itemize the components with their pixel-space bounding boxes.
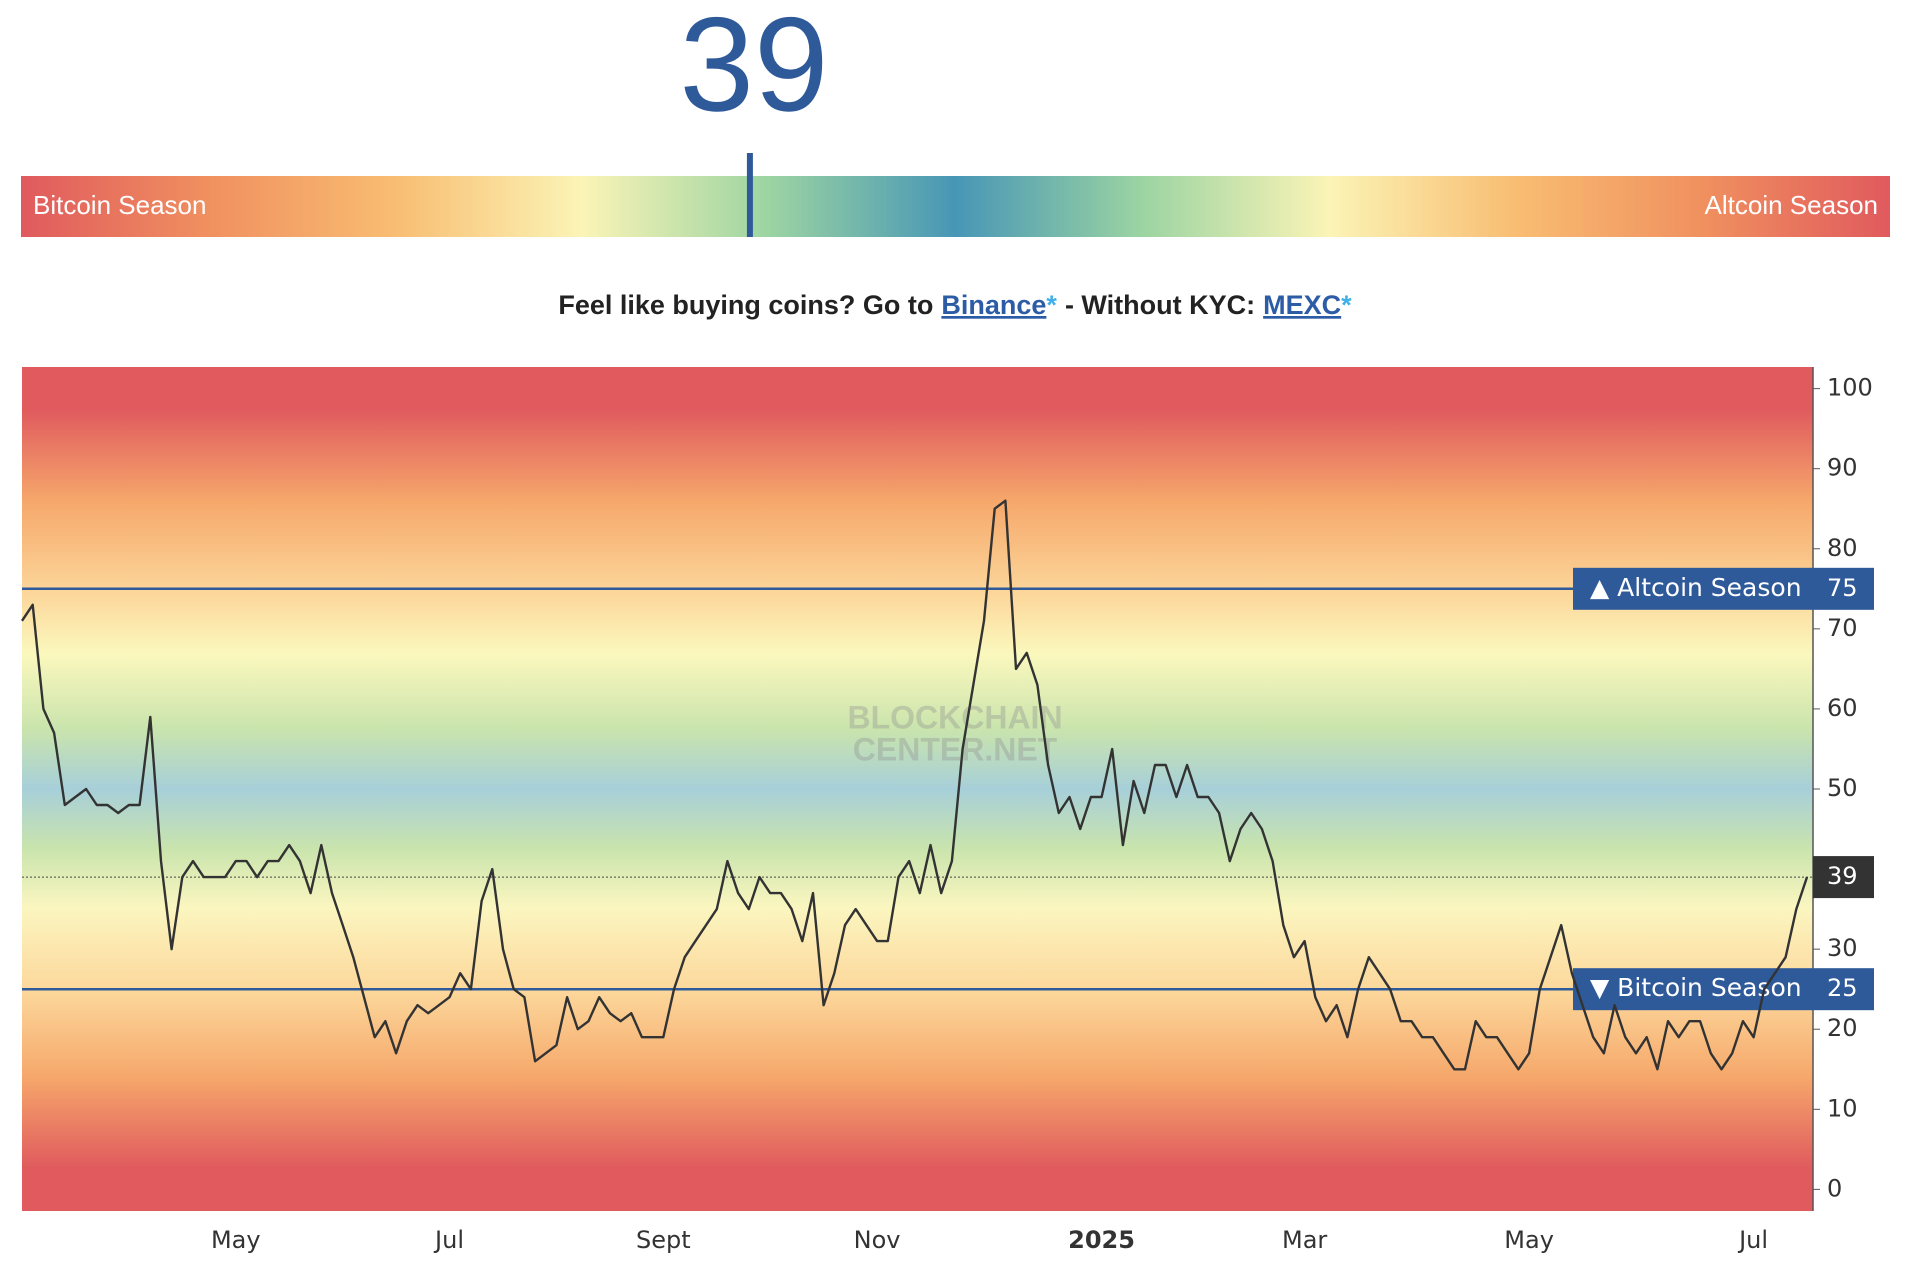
- y-tick-label: 100: [1827, 374, 1873, 402]
- threshold-label: ▼ Bitcoin Season: [1590, 973, 1802, 1002]
- gauge-left-label: Bitcoin Season: [33, 190, 206, 220]
- y-tick-label: 10: [1827, 1094, 1858, 1122]
- threshold-value-badge: [1813, 567, 1874, 610]
- gauge-right-label: Altcoin Season: [1705, 190, 1878, 220]
- x-tick-label: May: [1504, 1226, 1554, 1254]
- asterisk: *: [1341, 290, 1352, 320]
- mexc-link[interactable]: MEXC: [1263, 290, 1341, 320]
- watermark: CENTER.NET: [853, 731, 1058, 767]
- threshold-label: ▲ Altcoin Season: [1590, 573, 1802, 602]
- y-tick-label: 60: [1827, 694, 1858, 722]
- index-line: [21, 499, 1809, 1071]
- x-tick-label: Jul: [433, 1226, 464, 1254]
- season-gauge: [21, 176, 1890, 237]
- x-tick-label: Mar: [1282, 1226, 1327, 1254]
- threshold-badge: [1573, 567, 1813, 610]
- current-badge: [1813, 856, 1874, 899]
- threshold-value: 75: [1827, 574, 1858, 602]
- binance-link[interactable]: Binance: [941, 290, 1046, 320]
- current-value-label: 39: [1827, 862, 1858, 890]
- index-value: 39: [679, 0, 828, 139]
- promo-prefix: Feel like buying coins? Go to: [558, 290, 933, 320]
- y-tick-label: 80: [1827, 534, 1858, 562]
- y-tick-label: 70: [1827, 614, 1858, 642]
- promo-text: Feel like buying coins? Go to Binance* - W…: [558, 290, 1352, 320]
- y-tick-label: 50: [1827, 774, 1858, 802]
- threshold-value: 25: [1827, 974, 1858, 1002]
- watermark: BLOCKCHAIN: [847, 699, 1062, 735]
- gauge-marker: [746, 153, 753, 237]
- x-tick-label: Sept: [636, 1226, 691, 1254]
- asterisk: *: [1046, 290, 1057, 320]
- y-tick-label: 0: [1827, 1174, 1842, 1202]
- plot-background: [22, 367, 1813, 1211]
- threshold-value-badge: [1813, 968, 1874, 1011]
- y-tick-label: 90: [1827, 454, 1858, 482]
- y-tick-label: 20: [1827, 1014, 1858, 1042]
- promo-middle: - Without KYC:: [1065, 290, 1255, 320]
- x-tick-label: Jul: [1737, 1226, 1768, 1254]
- x-tick-label: Nov: [854, 1226, 901, 1254]
- x-tick-label: May: [211, 1226, 261, 1254]
- y-tick-label: 30: [1827, 934, 1858, 962]
- x-tick-label: 2025: [1068, 1226, 1135, 1254]
